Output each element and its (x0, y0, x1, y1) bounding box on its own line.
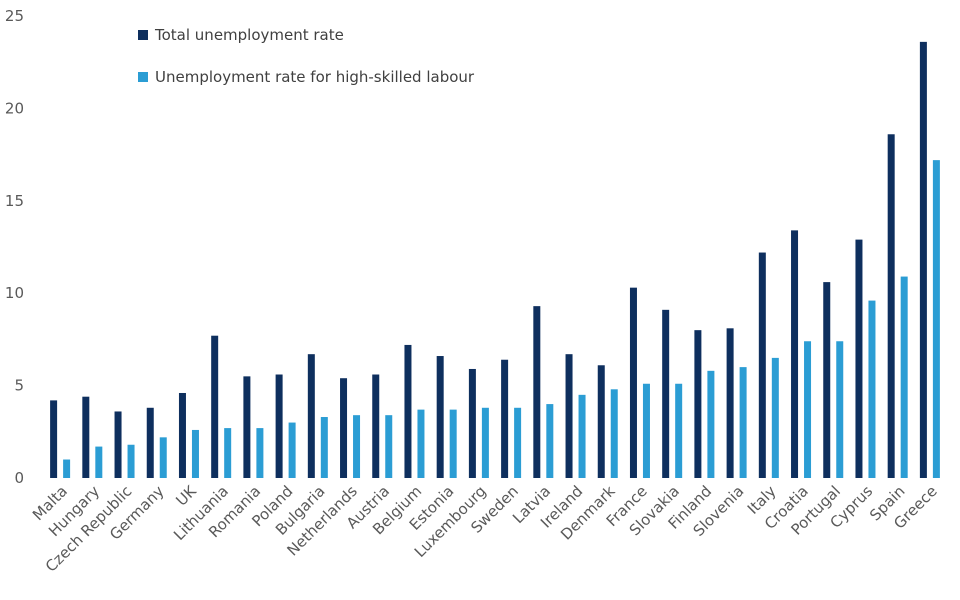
bar-high-skilled (224, 428, 232, 478)
y-tick-label: 5 (14, 377, 24, 395)
y-tick-label: 0 (14, 469, 24, 487)
bar-high-skilled (900, 276, 908, 478)
bar-high-skilled (804, 341, 812, 478)
bar-total (243, 376, 251, 478)
bar-total (340, 378, 348, 478)
legend-swatch (138, 72, 148, 82)
bar-total (50, 400, 58, 478)
bar-high-skilled (546, 404, 554, 478)
bar-total (82, 396, 90, 478)
bar-total (823, 282, 831, 478)
bar-total (629, 287, 637, 478)
bar-high-skilled (642, 383, 650, 478)
bar-high-skilled (932, 160, 940, 478)
bar-high-skilled (514, 407, 522, 478)
y-tick-label: 10 (5, 284, 24, 302)
y-axis: 0 5 10 15 20 25 (5, 7, 24, 487)
bar-high-skilled (481, 407, 489, 478)
bar-high-skilled (320, 417, 328, 478)
bar-high-skilled (675, 383, 683, 478)
bar-total (887, 134, 895, 478)
bar-high-skilled (191, 429, 199, 478)
bar-total (533, 306, 541, 478)
bar-total (178, 392, 186, 478)
bar-total (726, 328, 734, 478)
bar-total (565, 354, 573, 478)
bar-total (275, 374, 283, 478)
bar-high-skilled (159, 437, 167, 478)
bar-high-skilled (578, 394, 586, 478)
bar-high-skilled (739, 367, 747, 478)
bar-total (855, 239, 863, 478)
bar-high-skilled (868, 300, 876, 478)
bar-high-skilled (288, 422, 296, 478)
y-tick-label: 20 (5, 99, 24, 117)
bar-high-skilled (449, 409, 457, 478)
bar-high-skilled (127, 444, 135, 478)
bar-high-skilled (256, 428, 264, 478)
bars-group (50, 41, 940, 479)
bar-total (501, 359, 509, 478)
bar-total (372, 374, 380, 478)
bar-total (468, 368, 476, 478)
legend-label: Unemployment rate for high-skilled labou… (155, 68, 475, 86)
bar-total (694, 330, 702, 478)
bar-total (211, 335, 219, 478)
bar-high-skilled (836, 341, 844, 478)
legend-swatch (138, 30, 148, 40)
legend-label: Total unemployment rate (154, 26, 344, 44)
bar-high-skilled (63, 459, 71, 478)
bar-high-skilled (385, 415, 393, 478)
bar-high-skilled (417, 409, 425, 478)
bar-high-skilled (771, 357, 779, 478)
bar-total (436, 356, 444, 478)
bar-total (662, 309, 670, 478)
y-tick-label: 15 (5, 192, 24, 210)
bar-total (758, 252, 766, 478)
bar-high-skilled (610, 389, 618, 478)
bar-total (146, 407, 154, 478)
bar-total (791, 230, 799, 478)
bar-total (404, 344, 412, 478)
bar-total (919, 41, 927, 479)
y-tick-label: 25 (5, 7, 24, 25)
bar-total (307, 354, 315, 478)
legend: Total unemployment rate Unemployment rate… (138, 26, 475, 86)
bar-total (597, 365, 605, 478)
bar-high-skilled (707, 370, 715, 478)
bar-total (114, 411, 122, 478)
bar-high-skilled (353, 415, 361, 478)
bar-high-skilled (95, 446, 103, 478)
